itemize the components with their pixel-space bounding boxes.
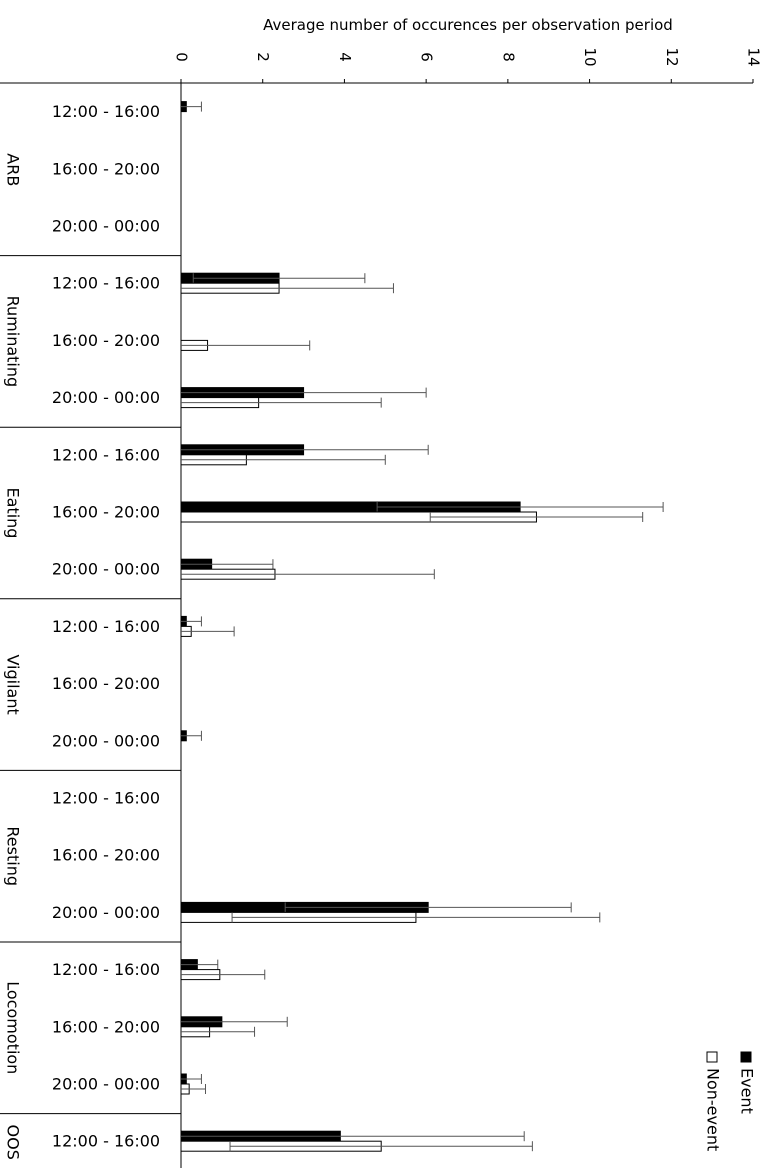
category-label: 12:00 - 16:00 [52, 274, 160, 293]
group-label: Eating [4, 488, 23, 539]
category-label: 16:00 - 20:00 [52, 331, 160, 350]
category-label: 20:00 - 00:00 [52, 1075, 160, 1094]
category-label: 20:00 - 00:00 [52, 731, 160, 750]
legend-non-event-label: Non-event [704, 1068, 723, 1151]
x-tick-label: 10 [581, 47, 599, 66]
x-tick-label: 2 [254, 52, 272, 62]
group-label: Locomotion [4, 981, 23, 1074]
legend-event-label: Event [738, 1068, 757, 1114]
group-label: Ruminating [4, 296, 23, 388]
category-label: 20:00 - 00:00 [52, 388, 160, 407]
category-label: 20:00 - 00:00 [52, 217, 160, 236]
legend-event-swatch [740, 1051, 752, 1063]
category-label: 12:00 - 16:00 [52, 445, 160, 464]
x-tick-label: 14 [745, 47, 763, 66]
category-label: 16:00 - 20:00 [52, 159, 160, 178]
x-tick-label: 12 [663, 47, 681, 66]
category-label: 12:00 - 16:00 [52, 617, 160, 636]
group-label: OOS [4, 1125, 23, 1160]
category-label: 20:00 - 00:00 [52, 903, 160, 922]
category-label: 16:00 - 20:00 [52, 674, 160, 693]
x-axis-title: Average number of occurences per observa… [263, 16, 673, 34]
category-label: 16:00 - 20:00 [52, 1017, 160, 1036]
legend-non-event-swatch [706, 1051, 718, 1063]
category-label: 16:00 - 20:00 [52, 846, 160, 865]
x-tick-label: 4 [336, 52, 354, 62]
chart-marks: 0 2 4 6 8 10 12 14 12:00 - 16:00 16:00 - 20:00 20:… [0, 47, 763, 1168]
category-label: 12:00 - 16:00 [52, 1132, 160, 1151]
x-tick-label: 0 [173, 52, 191, 62]
group-label: Resting [4, 826, 23, 886]
category-label: 12:00 - 16:00 [52, 102, 160, 121]
x-tick-label: 6 [418, 52, 436, 62]
category-label: 12:00 - 16:00 [52, 789, 160, 808]
group-label: ARB [4, 153, 23, 186]
category-label: 16:00 - 20:00 [52, 503, 160, 522]
category-label: 20:00 - 00:00 [52, 560, 160, 579]
group-label: Vigilant [4, 654, 23, 714]
x-tick-label: 8 [499, 52, 517, 62]
category-label: 12:00 - 16:00 [52, 960, 160, 979]
